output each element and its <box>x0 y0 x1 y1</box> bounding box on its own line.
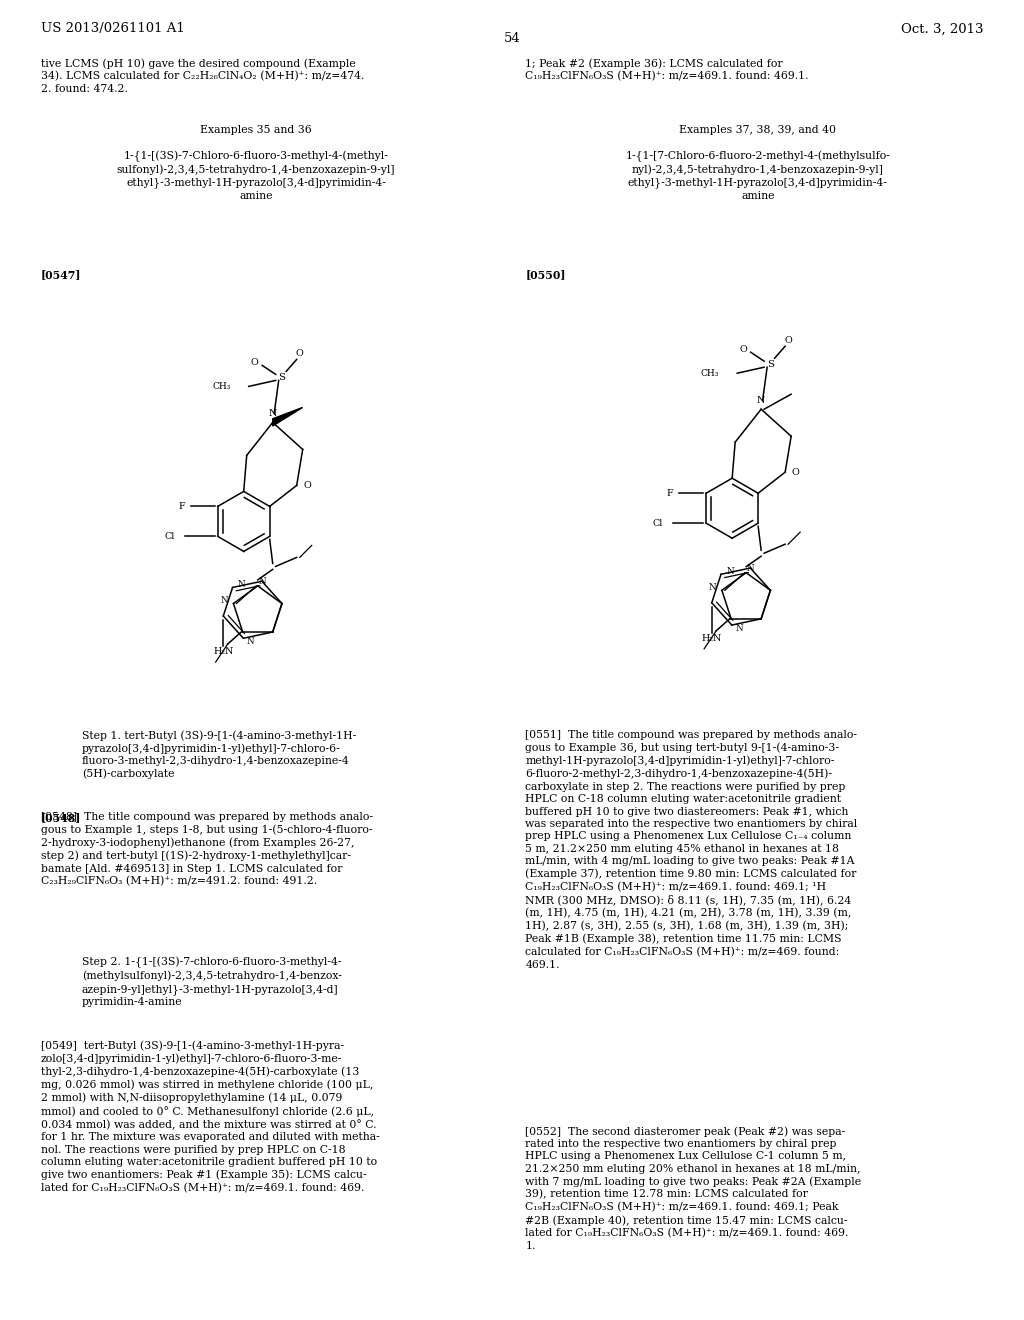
Text: Examples 37, 38, 39, and 40: Examples 37, 38, 39, and 40 <box>679 125 837 136</box>
Text: O: O <box>251 358 259 367</box>
Text: Step 2. 1-{1-[(3S)-7-chloro-6-fluoro-3-methyl-4-
(methylsulfonyl)-2,3,4,5-tetrah: Step 2. 1-{1-[(3S)-7-chloro-6-fluoro-3-m… <box>82 957 342 1007</box>
Text: S: S <box>279 374 286 381</box>
Text: CH₃: CH₃ <box>212 381 230 391</box>
Text: O: O <box>739 345 748 354</box>
Text: 1-{1-[(3S)-7-Chloro-6-fluoro-3-methyl-4-(methyl-
sulfonyl)-2,3,4,5-tetrahydro-1,: 1-{1-[(3S)-7-Chloro-6-fluoro-3-methyl-4-… <box>117 150 395 201</box>
Text: Cl: Cl <box>165 532 175 541</box>
Text: [0550]: [0550] <box>525 269 566 280</box>
Text: O: O <box>784 335 792 345</box>
Text: Oct. 3, 2013: Oct. 3, 2013 <box>900 22 983 36</box>
Text: H₂N: H₂N <box>701 635 722 643</box>
Text: O: O <box>296 348 303 358</box>
Text: N: N <box>709 583 717 591</box>
Text: [0549]  tert-Butyl (3S)-9-[1-(4-amino-3-methyl-1H-pyra-
zolo[3,4-d]pyrimidin-1-y: [0549] tert-Butyl (3S)-9-[1-(4-amino-3-m… <box>41 1040 380 1193</box>
Text: N: N <box>247 636 255 645</box>
Text: Examples 35 and 36: Examples 35 and 36 <box>200 125 312 136</box>
Text: O: O <box>792 467 800 477</box>
Text: N: N <box>258 577 266 586</box>
Text: [0547]: [0547] <box>41 269 82 280</box>
Text: N: N <box>746 564 755 573</box>
Text: N: N <box>726 566 734 576</box>
Text: N: N <box>220 597 228 605</box>
Text: Step 1. tert-Butyl (3S)-9-[1-(4-amino-3-methyl-1H-
pyrazolo[3,4-d]pyrimidin-1-yl: Step 1. tert-Butyl (3S)-9-[1-(4-amino-3-… <box>82 730 356 779</box>
Text: US 2013/0261101 A1: US 2013/0261101 A1 <box>41 22 184 36</box>
Text: 54: 54 <box>504 32 520 45</box>
Text: [0548]  The title compound was prepared by methods analo-
gous to Example 1, ste: [0548] The title compound was prepared b… <box>41 812 373 887</box>
Text: F: F <box>178 502 185 511</box>
Polygon shape <box>272 408 303 426</box>
Text: F: F <box>667 488 674 498</box>
Text: H₂N: H₂N <box>213 648 233 656</box>
Text: CH₃: CH₃ <box>700 368 719 378</box>
Text: [0552]  The second diasteromer peak (Peak #2) was sepa-
rated into the respectiv: [0552] The second diasteromer peak (Peak… <box>525 1126 861 1251</box>
Text: N: N <box>735 623 743 632</box>
Text: N: N <box>268 409 276 418</box>
Text: O: O <box>303 480 311 490</box>
Text: N: N <box>238 579 246 589</box>
Text: [0551]  The title compound was prepared by methods analo-
gous to Example 36, bu: [0551] The title compound was prepared b… <box>525 730 857 969</box>
Text: Cl: Cl <box>653 519 664 528</box>
Text: 1; Peak #2 (Example 36): LCMS calculated for
C₁₉H₂₃ClFN₆O₃S (M+H)⁺: m/z=469.1. f: 1; Peak #2 (Example 36): LCMS calculated… <box>525 58 809 82</box>
Text: N: N <box>757 396 765 405</box>
Text: 1-{1-[7-Chloro-6-fluoro-2-methyl-4-(methylsulfo-
nyl)-2,3,4,5-tetrahydro-1,4-ben: 1-{1-[7-Chloro-6-fluoro-2-methyl-4-(meth… <box>626 150 890 201</box>
Text: [0548]: [0548] <box>41 812 81 822</box>
Text: tive LCMS (pH 10) gave the desired compound (Example
34). LCMS calculated for C₂: tive LCMS (pH 10) gave the desired compo… <box>41 58 365 94</box>
Text: S: S <box>767 360 774 368</box>
